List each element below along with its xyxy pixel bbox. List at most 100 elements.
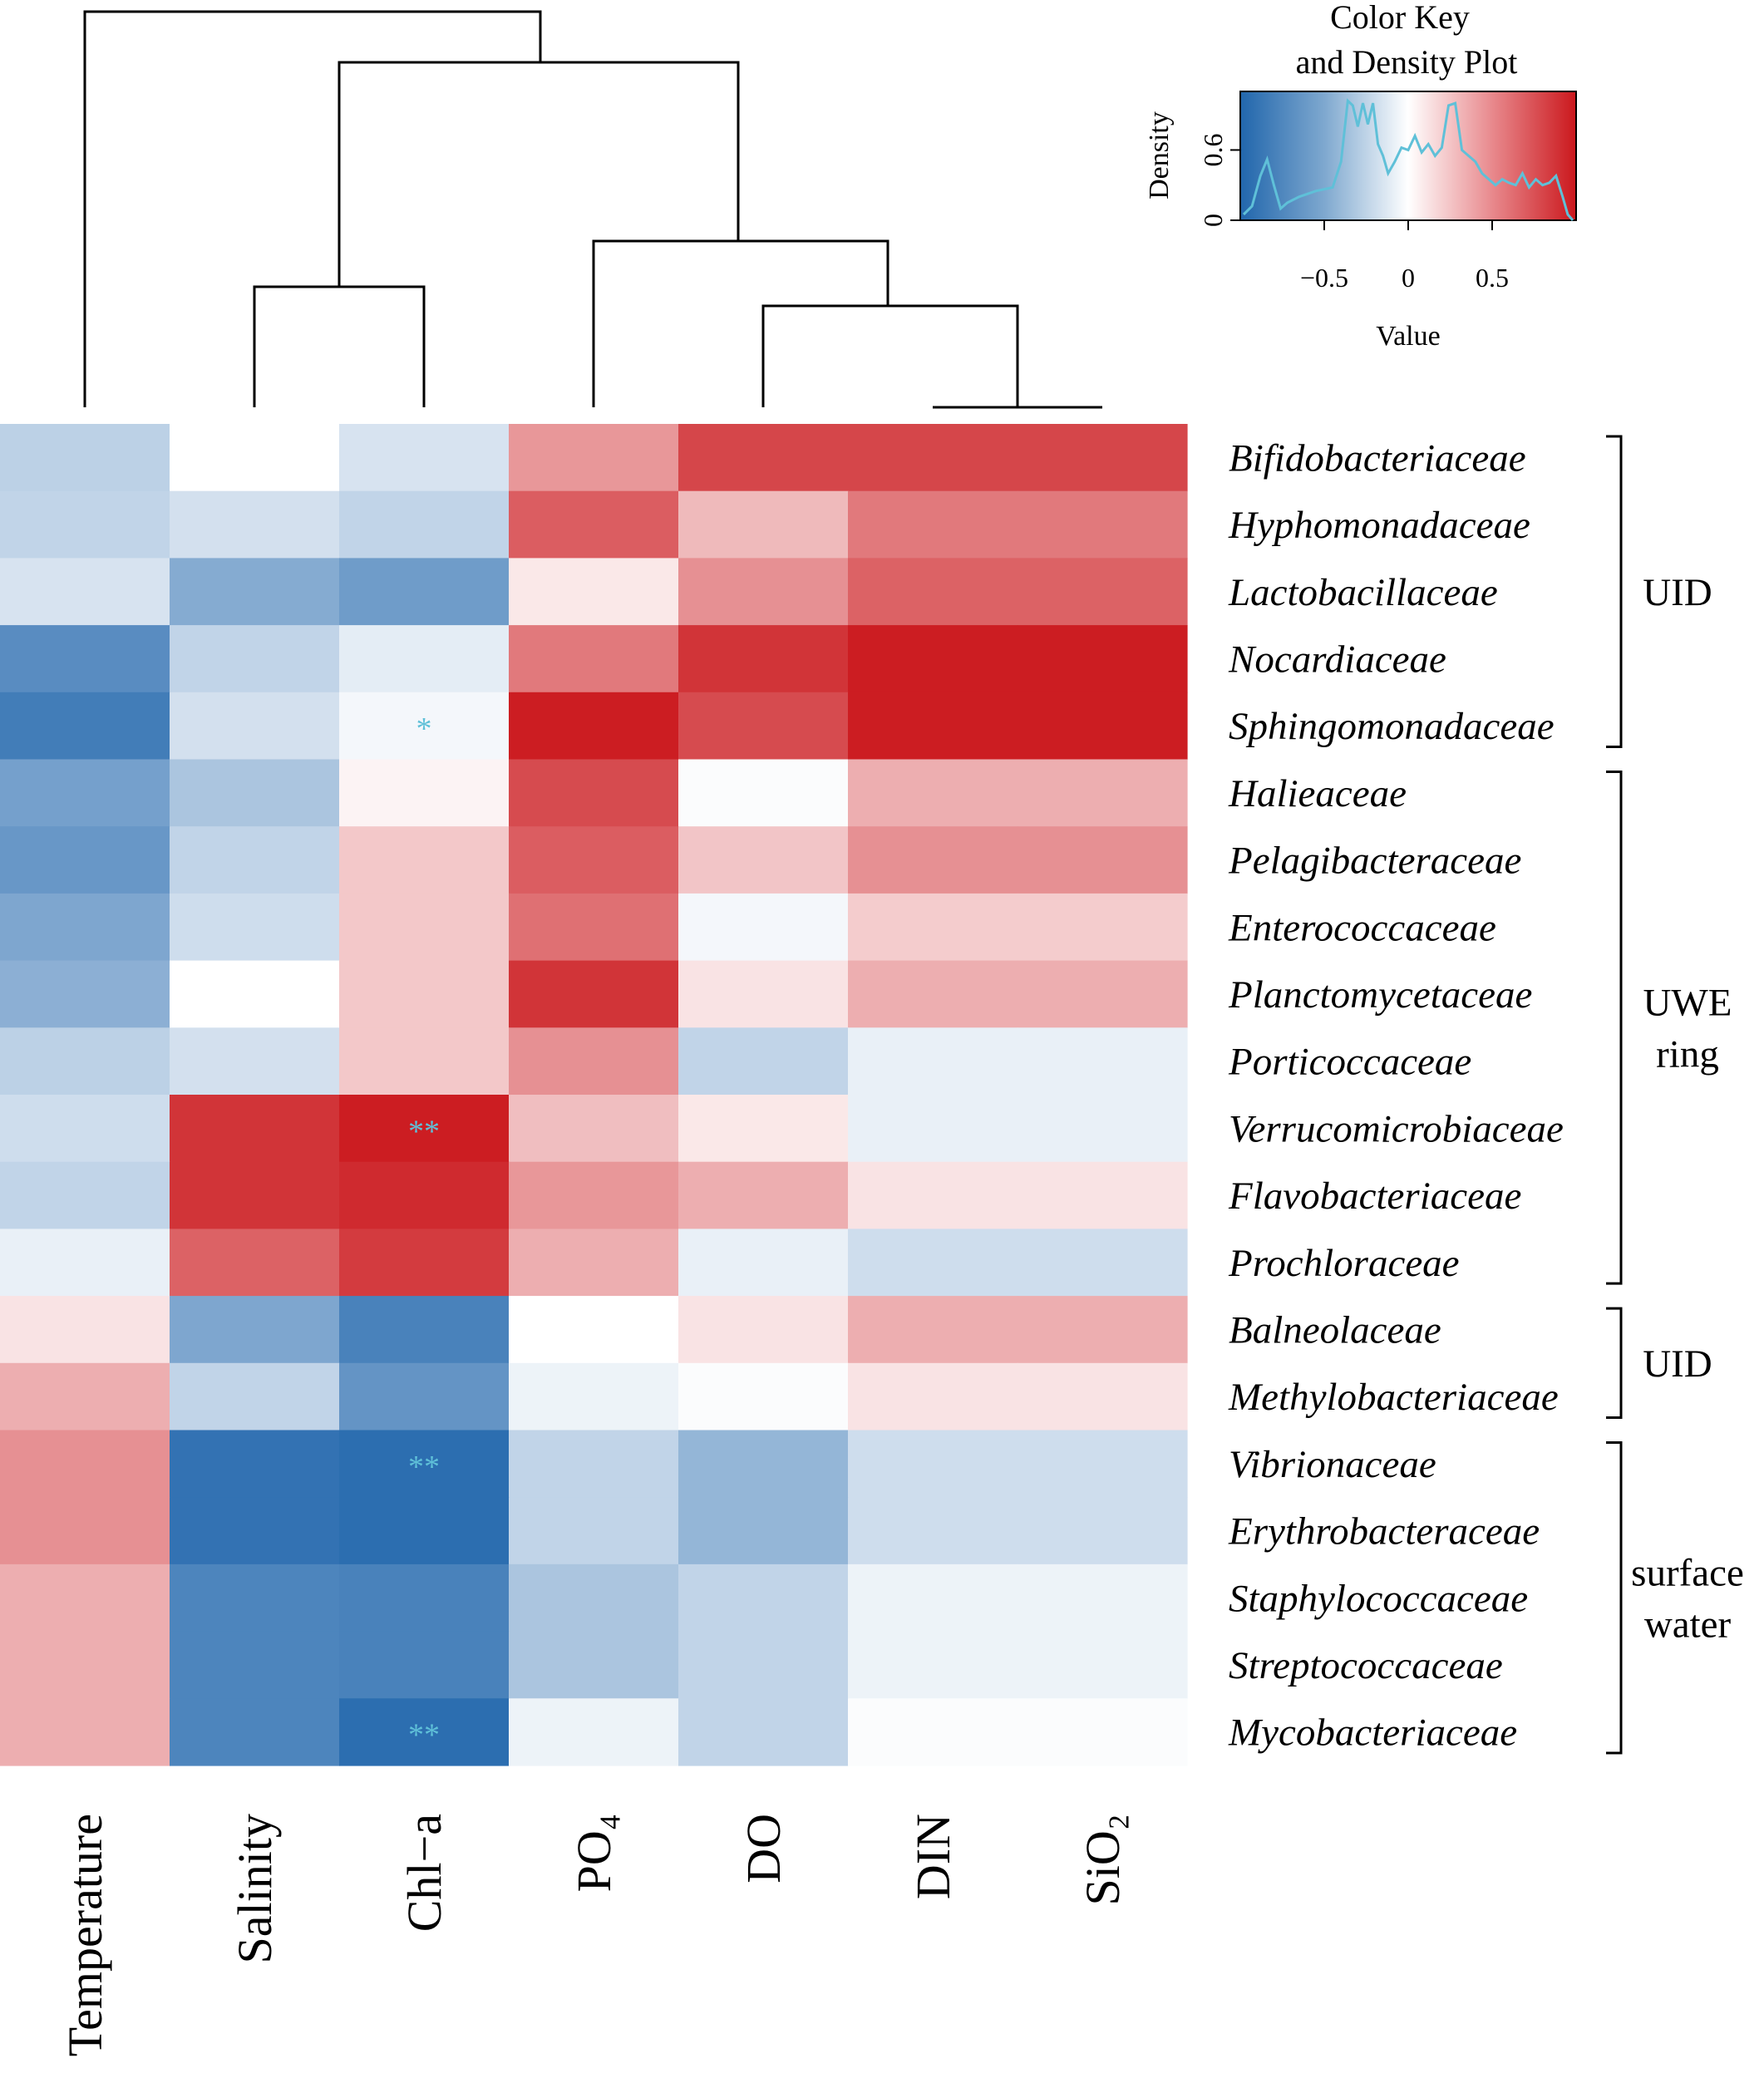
cell-methylobacteriaceae-do xyxy=(678,1362,849,1431)
cell-balneolaceae-do xyxy=(678,1296,849,1364)
cell-streptococcaceae-sio xyxy=(1018,1631,1188,1699)
cell-bifidobacteriaceae-sio xyxy=(1018,424,1188,492)
color-key-ylabel: Density xyxy=(1144,111,1175,199)
cell-methylobacteriaceae-temperature xyxy=(0,1362,170,1431)
cell-prochloraceae-chl-a xyxy=(339,1229,510,1297)
cell-flavobacteriaceae-temperature xyxy=(0,1161,170,1229)
dendrogram-branch-salinity-chla-group xyxy=(338,61,740,287)
color-key-title-line1: Color Key xyxy=(1330,0,1470,36)
cell-vibrionaceae-din xyxy=(848,1430,1018,1498)
cell-staphylococcaceae-temperature xyxy=(0,1563,170,1632)
significance-mark: ** xyxy=(408,1718,440,1753)
cell-methylobacteriaceae-din xyxy=(848,1362,1018,1431)
cell-verrucomicrobiaceae-temperature xyxy=(0,1095,170,1163)
cell-planctomycetaceae-po xyxy=(509,960,679,1028)
cell-nocardiaceae-salinity xyxy=(170,625,340,693)
cell-planctomycetaceae-chl-a xyxy=(339,960,510,1028)
cell-streptococcaceae-do xyxy=(678,1631,849,1699)
cell-bifidobacteriaceae-temperature xyxy=(0,424,170,492)
cell-flavobacteriaceae-chl-a xyxy=(339,1161,510,1229)
cell-planctomycetaceae-salinity xyxy=(170,960,340,1028)
row-label-sphingomonadaceae: Sphingomonadaceae xyxy=(1229,705,1555,748)
row-label-planctomycetaceae: Planctomycetaceae xyxy=(1228,973,1532,1017)
color-key-xtick-label: 0.5 xyxy=(1476,263,1509,293)
cell-enterococcaceae-chl-a xyxy=(339,893,510,962)
row-label-halieaceae: Halieaceae xyxy=(1228,772,1407,815)
cell-halieaceae-temperature xyxy=(0,759,170,827)
cell-hyphomonadaceae-sio xyxy=(1018,490,1188,559)
cell-vibrionaceae-sio xyxy=(1018,1430,1188,1498)
cell-streptococcaceae-chl-a xyxy=(339,1631,510,1699)
significance-marks: ******* xyxy=(408,712,440,1752)
cell-nocardiaceae-sio xyxy=(1018,625,1188,693)
group-label-uid: UID xyxy=(1643,1342,1712,1386)
column-label-do: DO xyxy=(737,1814,791,1883)
cell-sphingomonadaceae-po xyxy=(509,692,679,761)
column-dendrogram xyxy=(83,10,1102,409)
density-curve xyxy=(1242,98,1574,221)
heatmap-cells xyxy=(0,424,1188,1766)
significance-mark: ** xyxy=(408,1114,440,1149)
cell-staphylococcaceae-do xyxy=(678,1563,849,1632)
row-label-vibrionaceae: Vibrionaceae xyxy=(1229,1443,1436,1486)
cell-bifidobacteriaceae-do xyxy=(678,424,849,492)
cell-hyphomonadaceae-do xyxy=(678,490,849,559)
row-label-mycobacteriaceae: Mycobacteriaceae xyxy=(1228,1711,1517,1755)
cell-erythrobacteraceae-po xyxy=(509,1497,679,1565)
cell-planctomycetaceae-sio xyxy=(1018,960,1188,1028)
cell-verrucomicrobiaceae-salinity xyxy=(170,1095,340,1163)
cell-flavobacteriaceae-po xyxy=(509,1161,679,1229)
cell-staphylococcaceae-din xyxy=(848,1563,1018,1632)
cell-enterococcaceae-sio xyxy=(1018,893,1188,962)
color-key-ytick-label: 0.6 xyxy=(1198,133,1228,166)
cell-staphylococcaceae-salinity xyxy=(170,1563,340,1632)
group-bracket xyxy=(1606,1307,1623,1419)
row-label-flavobacteriaceae: Flavobacteriaceae xyxy=(1228,1174,1521,1218)
cell-balneolaceae-chl-a xyxy=(339,1296,510,1364)
cell-mycobacteriaceae-po xyxy=(509,1698,679,1766)
row-label-prochloraceae: Prochloraceae xyxy=(1228,1242,1460,1285)
cell-halieaceae-din xyxy=(848,759,1018,827)
cell-porticoccaceae-po xyxy=(509,1027,679,1096)
row-labels: Bifidobacteriaceae Hyphomonadaceae Lactoba… xyxy=(1228,436,1564,1754)
cell-lactobacillaceae-sio xyxy=(1018,558,1188,626)
significance-mark: ** xyxy=(408,1450,440,1485)
cell-lactobacillaceae-po xyxy=(509,558,679,626)
cell-sphingomonadaceae-temperature xyxy=(0,692,170,761)
significance-mark: * xyxy=(416,712,432,746)
cell-porticoccaceae-do xyxy=(678,1027,849,1096)
cell-nocardiaceae-po xyxy=(509,625,679,693)
row-label-balneolaceae: Balneolaceae xyxy=(1229,1308,1441,1352)
cell-prochloraceae-sio xyxy=(1018,1229,1188,1297)
cell-erythrobacteraceae-do xyxy=(678,1497,849,1565)
cell-prochloraceae-din xyxy=(848,1229,1018,1297)
cell-mycobacteriaceae-chl-a xyxy=(339,1698,510,1766)
cell-verrucomicrobiaceae-chl-a xyxy=(339,1095,510,1163)
cell-staphylococcaceae-po xyxy=(509,1563,679,1632)
cell-streptococcaceae-temperature xyxy=(0,1631,170,1699)
dendrogram-branch-do-group xyxy=(761,304,1019,407)
cell-prochloraceae-do xyxy=(678,1229,849,1297)
cell-erythrobacteraceae-chl-a xyxy=(339,1497,510,1565)
cell-prochloraceae-temperature xyxy=(0,1229,170,1297)
cell-lactobacillaceae-temperature xyxy=(0,558,170,626)
dendrogram-branch-po4-group xyxy=(592,239,889,407)
dendrogram-branch-temperature xyxy=(83,10,542,407)
cell-nocardiaceae-do xyxy=(678,625,849,693)
row-label-methylobacteriaceae: Methylobacteriaceae xyxy=(1228,1376,1559,1419)
cell-bifidobacteriaceae-salinity xyxy=(170,424,340,492)
cell-mycobacteriaceae-do xyxy=(678,1698,849,1766)
cell-sphingomonadaceae-salinity xyxy=(170,692,340,761)
cell-hyphomonadaceae-salinity xyxy=(170,490,340,559)
cell-balneolaceae-salinity xyxy=(170,1296,340,1364)
column-label-salinity: Salinity xyxy=(228,1814,282,1963)
cell-flavobacteriaceae-sio xyxy=(1018,1161,1188,1229)
column-label-din: DIN xyxy=(906,1814,960,1899)
cell-pelagibacteraceae-chl-a xyxy=(339,826,510,894)
cell-lactobacillaceae-salinity xyxy=(170,558,340,626)
cell-streptococcaceae-po xyxy=(509,1631,679,1699)
cell-nocardiaceae-chl-a xyxy=(339,625,510,693)
cell-nocardiaceae-temperature xyxy=(0,625,170,693)
cell-halieaceae-do xyxy=(678,759,849,827)
